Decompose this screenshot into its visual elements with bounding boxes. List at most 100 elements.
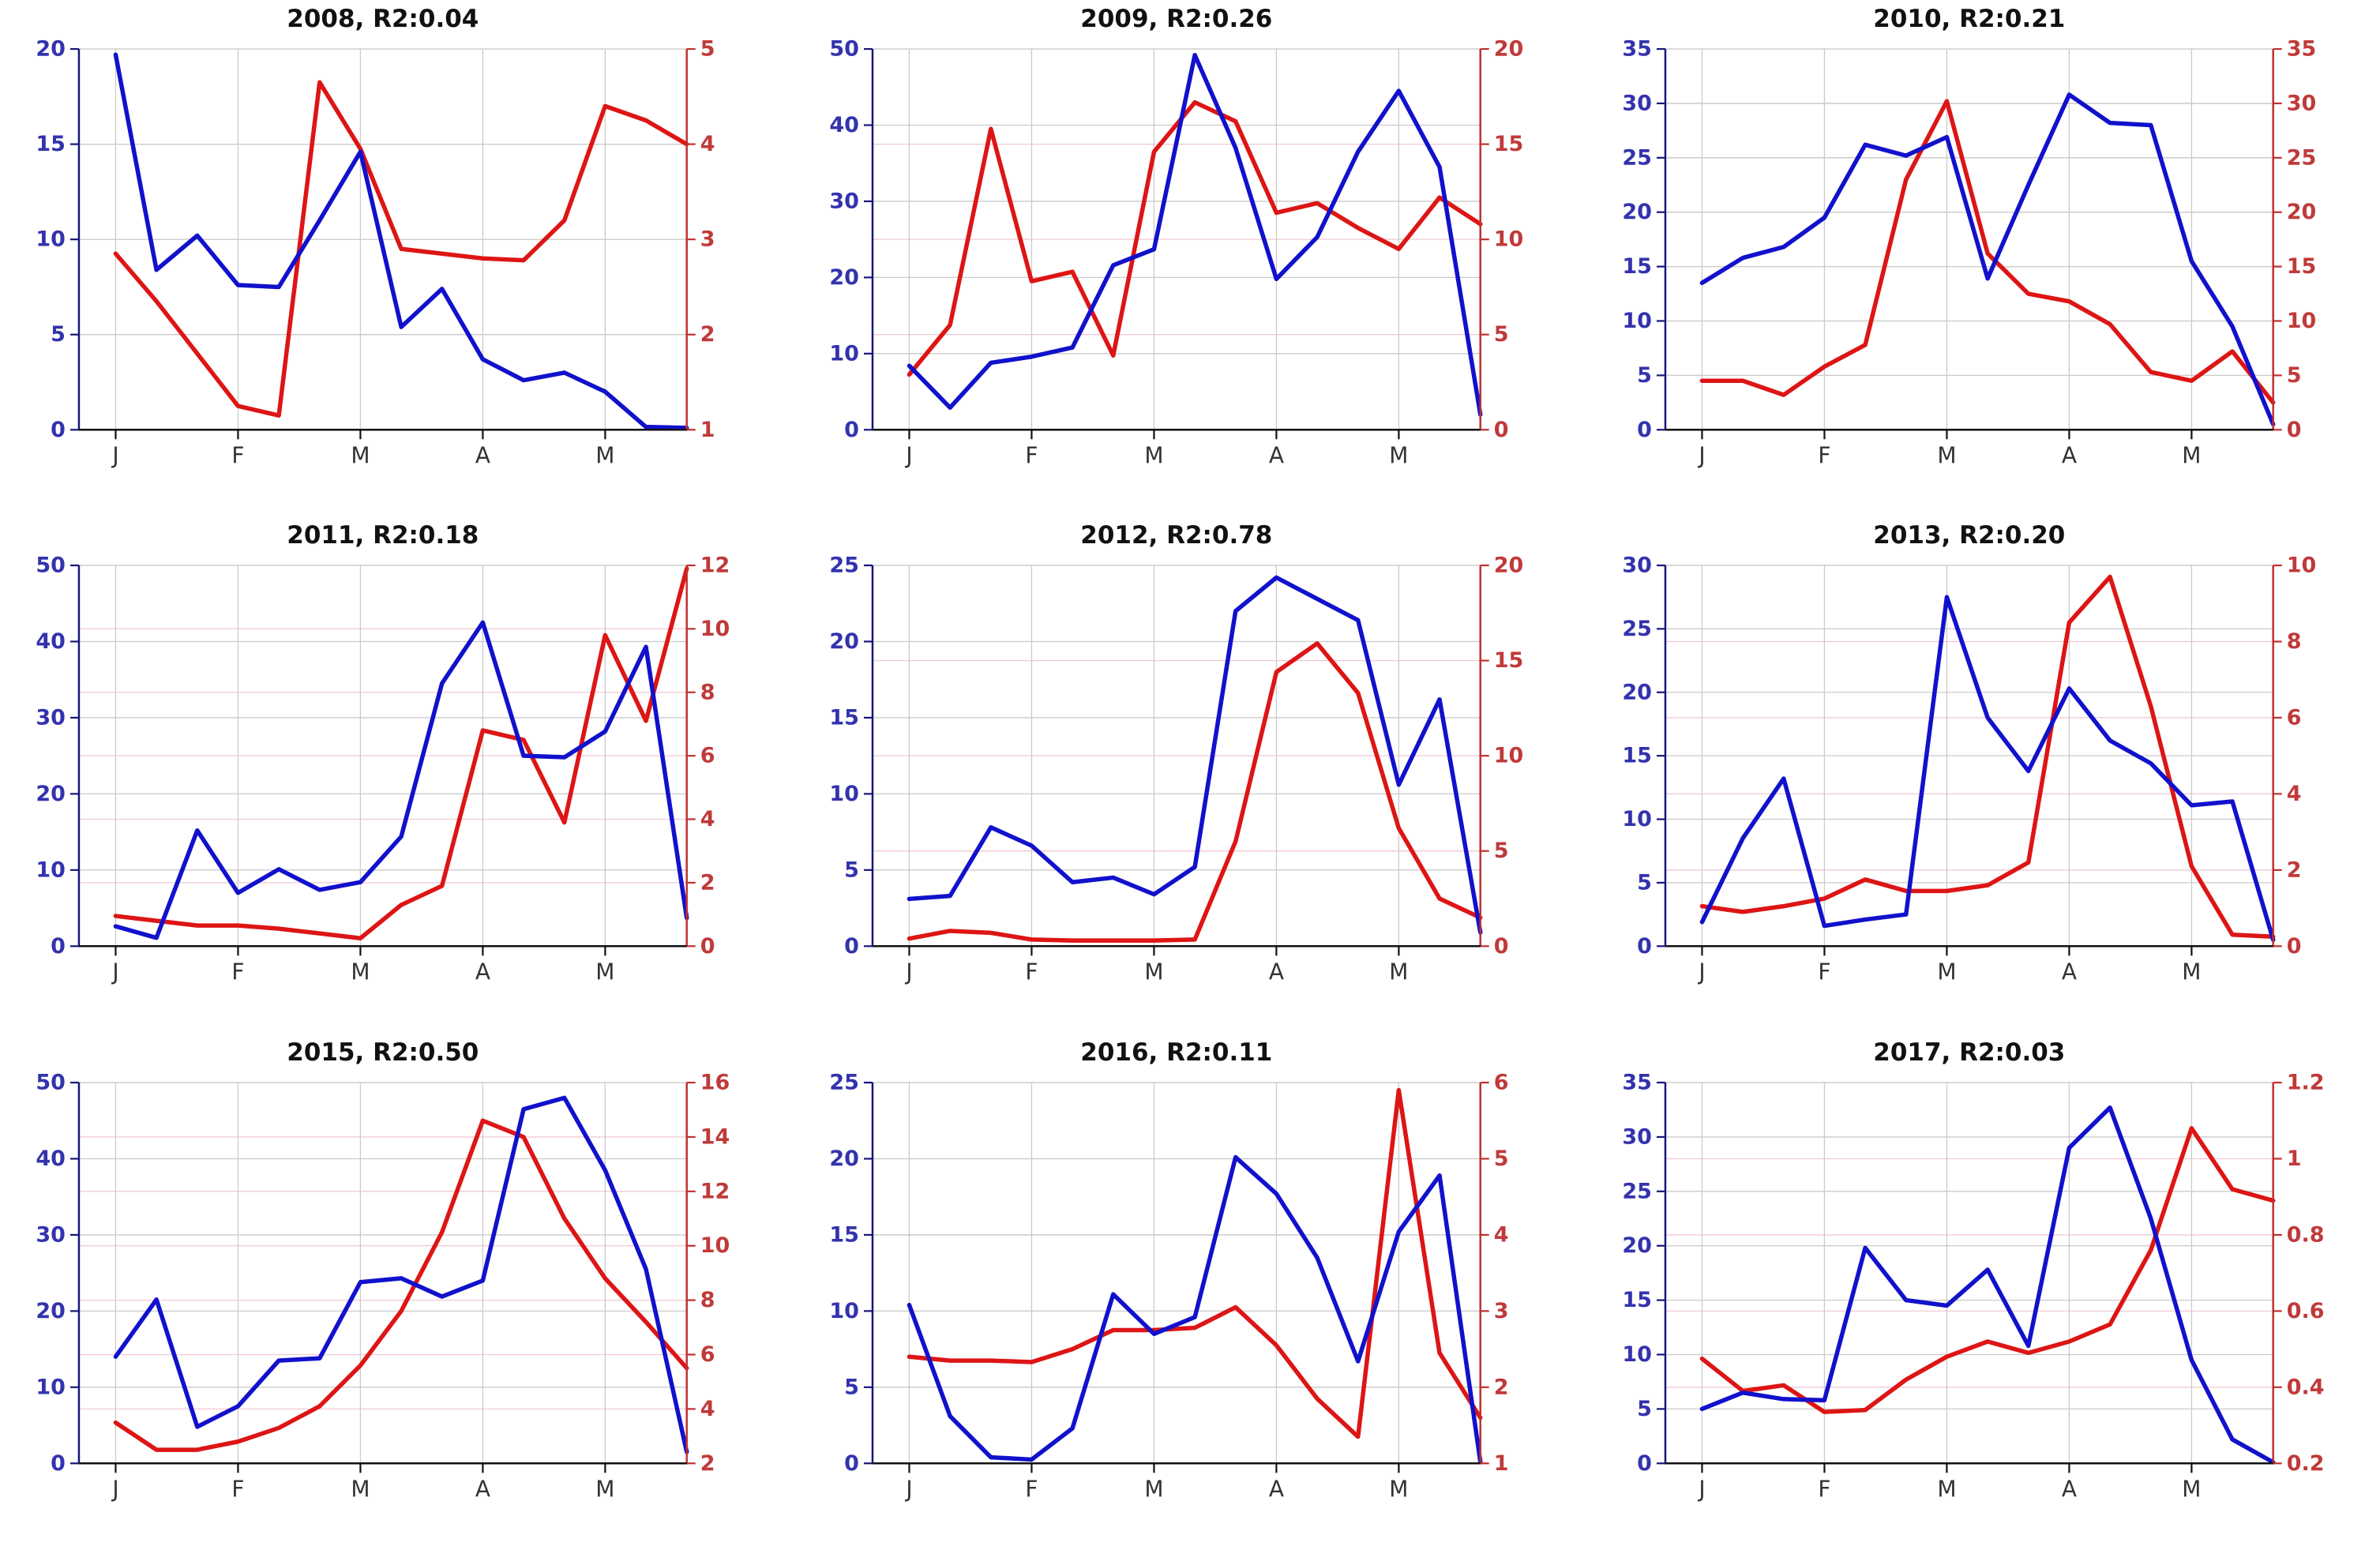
right-tick-label: 5 xyxy=(1493,322,1508,347)
blue-series-line xyxy=(907,1154,1483,1464)
right-tick-label: 20 xyxy=(1493,554,1523,578)
chart-2016: 0 5 10 15 20 25 1 2 3 4 5 6 J F M A M 2016, R2:0.11 xyxy=(794,1034,1587,1550)
left-tick-label: 5 xyxy=(1638,1397,1653,1421)
month-tick-label: F xyxy=(231,1476,244,1502)
left-tick-label: 5 xyxy=(1638,871,1653,895)
right-tick-label: 1 xyxy=(1493,1451,1508,1475)
red-series-line xyxy=(1700,99,2276,405)
blue-series-line xyxy=(1700,595,2276,943)
left-tick-label: 5 xyxy=(844,1375,859,1399)
month-tick-label: J xyxy=(1698,959,1706,985)
right-tick-label: 10 xyxy=(1493,744,1523,768)
month-tick-label: M xyxy=(351,959,370,985)
chart-title: 2016, R2:0.11 xyxy=(1080,1038,1272,1067)
month-tick-label: J xyxy=(904,959,912,985)
left-tick-label: 30 xyxy=(1623,1124,1653,1149)
month-tick-label: M xyxy=(1938,1476,1957,1502)
right-tick-label: 6 xyxy=(700,744,715,768)
chart-title: 2017, R2:0.03 xyxy=(1874,1038,2066,1067)
left-tick-label: 10 xyxy=(1623,807,1653,831)
month-tick-label: J xyxy=(111,442,118,468)
left-tick-label: 15 xyxy=(1623,1288,1653,1312)
month-tick-label: M xyxy=(595,959,614,985)
left-tick-label: 20 xyxy=(1623,200,1653,224)
left-tick-label: 20 xyxy=(829,265,859,290)
left-tick-label: 20 xyxy=(36,1299,66,1323)
blue-series-line xyxy=(113,620,689,940)
right-tick-label: 6 xyxy=(2287,706,2302,730)
chart-title: 2015, R2:0.50 xyxy=(287,1038,479,1067)
month-tick-label: A xyxy=(1268,959,1283,985)
right-tick-label: 0 xyxy=(700,934,715,959)
right-tick-label: 4 xyxy=(700,807,715,831)
month-tick-label: M xyxy=(351,1476,370,1502)
chart-svg-2009: 0 10 20 30 40 50 0 5 10 15 20 J F M A M 2009, R2:0.26 xyxy=(829,5,1523,468)
right-tick-label: 0 xyxy=(1493,934,1508,959)
right-tick-label: 4 xyxy=(700,1397,715,1421)
right-tick-label: 8 xyxy=(700,681,715,705)
right-tick-label: 12 xyxy=(700,554,730,578)
left-tick-label: 50 xyxy=(36,554,66,578)
left-tick-label: 25 xyxy=(1623,145,1653,170)
chart-title: 2012, R2:0.78 xyxy=(1080,521,1272,550)
left-tick-label: 15 xyxy=(829,706,859,730)
month-tick-label: M xyxy=(595,442,614,468)
month-tick-label: J xyxy=(1698,1476,1706,1502)
right-tick-label: 0 xyxy=(1493,418,1508,442)
red-series-line xyxy=(113,566,689,941)
month-tick-label: J xyxy=(111,959,118,985)
month-tick-label: M xyxy=(1938,442,1957,468)
left-tick-label: 20 xyxy=(829,629,859,654)
left-tick-label: 0 xyxy=(844,934,859,959)
left-tick-label: 5 xyxy=(844,858,859,883)
right-tick-label: 5 xyxy=(700,37,715,62)
right-tick-label: 10 xyxy=(700,1233,730,1258)
left-tick-label: 15 xyxy=(1623,744,1653,768)
chart-svg-2012: 0 5 10 15 20 25 0 5 10 15 20 J F M A M 2012, R2:0.78 xyxy=(829,521,1523,985)
right-tick-label: 8 xyxy=(700,1288,715,1312)
blue-series-line xyxy=(907,52,1483,417)
chart-2010: 0 5 10 15 20 25 30 35 0 5 10 15 20 25 30 35 J F M A M 2010, R… xyxy=(1586,0,2380,516)
month-tick-label: A xyxy=(2062,442,2077,468)
chart-svg-2008: 0 5 10 15 20 1 2 3 4 5 J F M A M 2008, R2:0.04 xyxy=(36,5,715,468)
left-tick-label: 20 xyxy=(1623,681,1653,705)
right-tick-label: 1.2 xyxy=(2287,1070,2325,1094)
chart-2012: 0 5 10 15 20 25 0 5 10 15 20 J F M A M 2012, R2:0.78 xyxy=(794,516,1587,1033)
right-tick-label: 0.6 xyxy=(2287,1299,2325,1323)
left-tick-label: 30 xyxy=(36,706,66,730)
month-tick-label: F xyxy=(1025,959,1038,985)
right-tick-label: 5 xyxy=(1493,839,1508,864)
right-tick-label: 2 xyxy=(1493,1375,1508,1399)
blue-series-line xyxy=(1700,92,2276,427)
right-tick-label: 0.4 xyxy=(2287,1375,2325,1399)
chart-svg-2011: 0 10 20 30 40 50 0 2 4 6 8 10 12 J F M A M 2011, R2:0.18 xyxy=(36,521,730,985)
month-tick-label: F xyxy=(1819,959,1831,985)
month-tick-label: M xyxy=(1144,959,1163,985)
left-tick-label: 20 xyxy=(829,1147,859,1171)
month-tick-label: F xyxy=(231,442,244,468)
right-tick-label: 15 xyxy=(2287,254,2317,279)
right-tick-label: 16 xyxy=(700,1070,730,1094)
right-tick-label: 6 xyxy=(1493,1070,1508,1094)
left-tick-label: 10 xyxy=(36,227,66,252)
chart-svg-2017: 0 5 10 15 20 25 30 35 0.2 0.4 0.6 0.8 1 1.2 J F M A M 2017,… xyxy=(1623,1038,2325,1502)
left-tick-label: 0 xyxy=(1638,1451,1653,1475)
right-tick-label: 2 xyxy=(700,322,715,347)
left-tick-label: 50 xyxy=(829,37,859,62)
right-tick-label: 0.2 xyxy=(2287,1451,2325,1475)
left-tick-label: 0 xyxy=(844,418,859,442)
left-tick-label: 10 xyxy=(36,1375,66,1399)
left-tick-label: 0 xyxy=(1638,934,1653,959)
right-tick-label: 10 xyxy=(2287,309,2317,333)
chart-2015: 0 10 20 30 40 50 2 4 6 8 10 12 14 16 J F M A M 2015, R2:0.5… xyxy=(0,1034,794,1550)
month-tick-label: M xyxy=(1389,1476,1408,1502)
month-tick-label: A xyxy=(2062,959,2077,985)
left-tick-label: 0 xyxy=(51,1451,66,1475)
left-tick-label: 0 xyxy=(51,934,66,959)
month-tick-label: A xyxy=(2062,1476,2077,1502)
chart-2017: 0 5 10 15 20 25 30 35 0.2 0.4 0.6 0.8 1 1.2 J F M A M 2017,… xyxy=(1586,1034,2380,1550)
left-tick-label: 35 xyxy=(1623,37,1653,62)
right-tick-label: 4 xyxy=(1493,1222,1508,1247)
left-tick-label: 0 xyxy=(844,1451,859,1475)
chart-svg-2016: 0 5 10 15 20 25 1 2 3 4 5 6 J F M A M 2016, R2:0.11 xyxy=(829,1038,1508,1502)
